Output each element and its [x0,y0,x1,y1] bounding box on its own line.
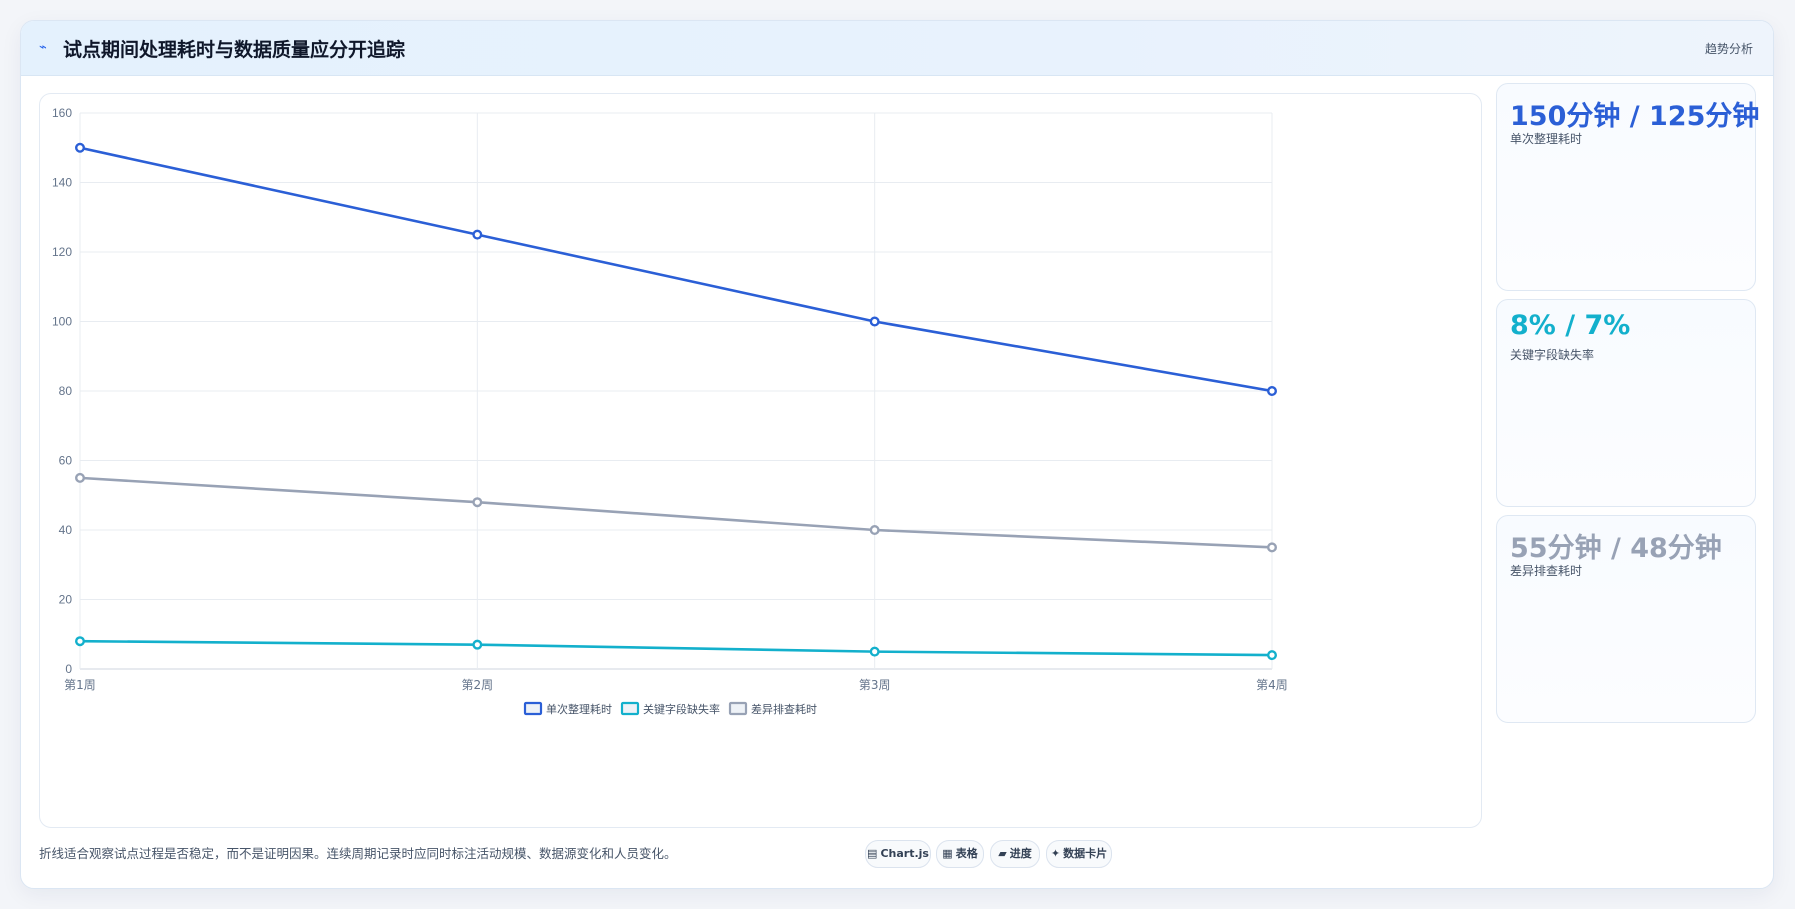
y-tick-label: 80 [59,384,73,398]
card-header: ⌁ 试点期间处理耗时与数据质量应分开追踪 趋势分析 [21,21,1773,76]
data-point [472,229,483,240]
chip-label: 数据卡片 [1063,847,1108,860]
series-line-1 [79,146,1273,393]
data-point [869,646,880,657]
page-title: 试点期间处理耗时与数据质量应分开追踪 [63,39,406,61]
stat-label: 差异排查耗时 [1510,564,1583,578]
header-tag: 趋势分析 [1704,42,1753,56]
y-tick-label: 140 [52,176,72,190]
legend-swatch [523,701,543,716]
data-point [472,497,483,508]
chip-progress[interactable]: ▰ 进度 [990,840,1040,868]
data-point [75,472,86,483]
y-tick-label: 100 [52,315,72,329]
x-tick-label: 第4周 [1256,678,1288,692]
legend-swatch [728,701,748,716]
series-line-2 [79,639,1273,657]
chip-data-card[interactable]: ✦ 数据卡片 [1046,840,1112,868]
sparkle-icon: ✦ [1050,847,1061,860]
legend-item-1: 单次整理耗时 [523,701,612,716]
data-point [1266,386,1277,397]
stat-card-missing-rate: 8% / 7% 关键字段缺失率 [1496,299,1756,507]
data-point [75,636,86,647]
stat-value: 8% / 7% [1510,310,1631,341]
chart-panel: 0 20 40 60 80 100 120 140 160 第1周 第2周 第3周 第4周单次整理耗时 关… [39,93,1482,828]
chip-label: 进度 [1009,847,1032,860]
y-tick-label: 60 [59,454,73,468]
stat-card-diff-check-time: 55分钟 / 48分钟 差异排查耗时 [1496,515,1756,723]
x-tick-label: 第3周 [859,678,891,692]
legend-label: 单次整理耗时 [546,702,612,716]
table-icon: ▦ [942,847,953,860]
chip-label: 表格 [955,847,978,860]
y-tick-label: 40 [59,523,73,537]
data-point [75,142,86,153]
legend-item-3: 差异排查耗时 [728,701,817,716]
y-tick-label: 20 [59,593,73,607]
legend-label: 关键字段缺失率 [643,702,720,716]
progress-icon: ▰ [998,847,1007,860]
chip-chartjs[interactable]: ▤ Chart.js [865,840,931,868]
y-tick-label: 0 [65,662,72,676]
y-tick-label: 160 [52,106,72,120]
x-tick-label: 第2周 [462,678,494,692]
stat-value: 150分钟 / 125分钟 [1510,101,1760,132]
x-tick-label: 第1周 [64,678,96,692]
data-point [1266,650,1277,661]
series-line-3 [79,476,1273,549]
stat-label: 关键字段缺失率 [1510,348,1595,362]
y-tick-label: 120 [52,245,72,259]
chart-icon: ▤ [867,847,878,860]
trend-line-icon: ⌁ [39,40,47,55]
data-point [869,316,880,327]
chip-label: Chart.js [880,847,929,860]
legend-item-2: 关键字段缺失率 [620,701,720,716]
data-point [869,525,880,536]
stat-label: 单次整理耗时 [1510,132,1583,146]
legend-swatch [620,701,640,716]
legend-label: 差异排查耗时 [751,702,817,716]
trend-card: ⌁ 试点期间处理耗时与数据质量应分开追踪 趋势分析 0 20 40 60 80 100 12… [20,20,1774,889]
data-point [472,639,483,650]
chip-table[interactable]: ▦ 表格 [936,840,984,868]
footnote: 折线适合观察试点过程是否稳定，而不是证明因果。连续周期记录时应同时标注活动规模、… [39,846,677,861]
stat-value: 55分钟 / 48分钟 [1510,533,1722,564]
data-point [1266,542,1277,553]
stat-card-processing-time: 150分钟 / 125分钟 单次整理耗时 [1496,83,1760,291]
